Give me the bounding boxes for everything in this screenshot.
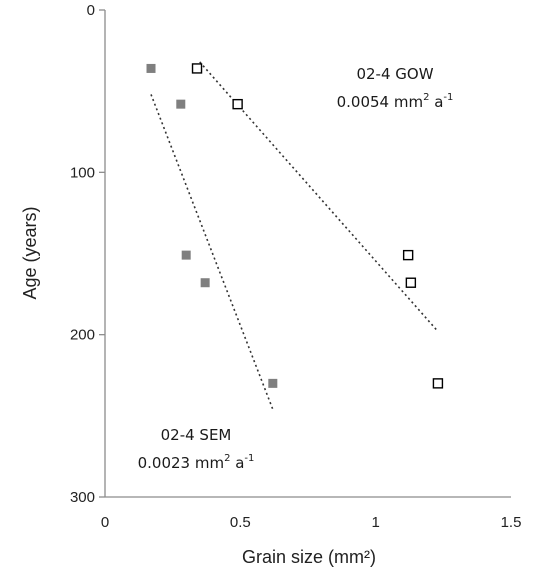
data-point-series-0 xyxy=(176,99,186,109)
data-point-series-1 xyxy=(432,378,444,389)
y-tick-label: 100 xyxy=(70,164,95,181)
y-axis-title: Age (years) xyxy=(20,206,40,299)
data-point-series-1 xyxy=(405,277,417,288)
data-point-series-1 xyxy=(191,63,203,74)
data-point-series-0 xyxy=(200,278,210,288)
y-tick-marks xyxy=(99,9,105,498)
x-tick-label: 1.5 xyxy=(501,514,522,531)
data-point-series-0 xyxy=(181,250,191,260)
sem-annotation-rate: 0.0023 mm2 a-1 xyxy=(138,453,255,472)
y-tick-label: 300 xyxy=(70,489,95,506)
x-tick-label: 0.5 xyxy=(230,514,251,531)
x-tick-label: 1 xyxy=(371,514,379,531)
axes xyxy=(104,10,511,498)
data-points xyxy=(146,63,444,389)
sem-annotation-label: 02-4 SEM xyxy=(161,426,232,444)
y-tick-label: 200 xyxy=(70,327,95,344)
x-axis-title: Grain size (mm²) xyxy=(242,547,376,567)
data-point-series-1 xyxy=(402,249,414,261)
y-tick-labels: 0 100 200 300 xyxy=(70,2,95,506)
trendlines xyxy=(150,61,439,410)
sem-annotation: 02-4 SEM 0.0023 mm2 a-1 xyxy=(138,426,255,472)
gow-annotation: 02-4 GOW 0.0054 mm2 a-1 xyxy=(337,65,454,111)
gow-annotation-rate: 0.0054 mm2 a-1 xyxy=(337,92,454,111)
x-tick-labels: 0 0.5 1 1.5 xyxy=(101,514,522,531)
trendline-series-0 xyxy=(150,94,274,410)
x-tick-label: 0 xyxy=(101,514,109,531)
y-tick-label: 0 xyxy=(87,2,95,19)
data-point-series-0 xyxy=(268,378,278,388)
data-point-series-1 xyxy=(232,98,243,110)
data-point-series-0 xyxy=(146,63,156,73)
gow-annotation-label: 02-4 GOW xyxy=(356,65,433,83)
